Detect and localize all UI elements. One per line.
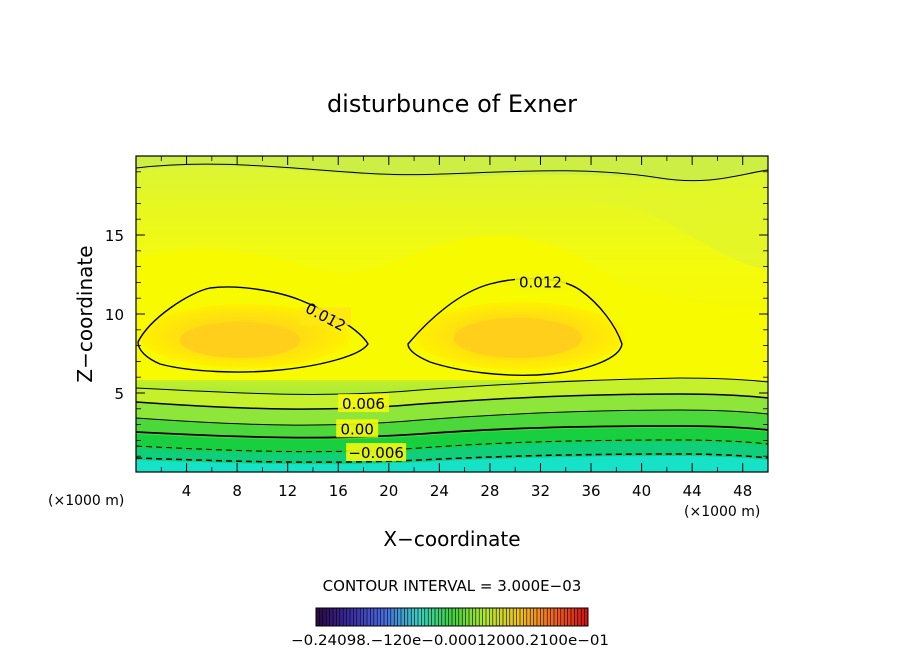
contour-label-bg [346, 443, 407, 462]
contour-label-bg [514, 272, 566, 291]
y-tick-label: 15 [105, 227, 124, 245]
x-tick-label: 32 [531, 482, 550, 500]
x-tick-label: 36 [581, 482, 600, 500]
contour-line-006 [136, 393, 768, 410]
contour-label-bg [300, 307, 352, 326]
chart-title: disturbunce of Exner [327, 90, 577, 118]
y-tick-label: 10 [105, 306, 124, 324]
x-unit-left: (×1000 m) [48, 493, 124, 509]
max-core-left [180, 322, 300, 358]
max-core-right [454, 318, 582, 358]
top-band [136, 156, 768, 182]
x-tick-label: 4 [182, 482, 192, 500]
colorbar-ticks [315, 608, 589, 626]
contour-label-bg [338, 394, 390, 413]
x-tick-label: 20 [379, 482, 398, 500]
contour-interval-label: CONTOUR INTERVAL = 3.000E−03 [323, 577, 582, 595]
y-axis-ticks: 5 10 15 [105, 171, 768, 457]
contour-label: −0.006 [348, 444, 404, 462]
band-lower-6 [136, 456, 768, 472]
x-tick-label: 40 [632, 482, 651, 500]
y-axis-label: Z−coordinate [73, 245, 97, 382]
x-tick-label: 8 [232, 482, 242, 500]
x-tick-label: 16 [329, 482, 348, 500]
x-tick-label: 44 [683, 482, 702, 500]
contour-line-m003 [136, 439, 768, 453]
x-unit-right: (×1000 m) [684, 504, 760, 520]
contour-lines [136, 163, 768, 463]
contour-label: 0.006 [342, 395, 385, 413]
contour-label-bg [336, 419, 379, 438]
contour-label: 0.00 [340, 420, 373, 438]
contour-line-000 [136, 425, 768, 439]
contour-label: 0.012 [519, 273, 562, 291]
colorbar: −0.24098.−120e−0.00012000.2100e−01 [291, 607, 609, 649]
x-axis-ticks: 4 8 12 16 20 24 28 32 36 40 44 48 [160, 156, 752, 500]
y-tick-label: 5 [114, 385, 124, 403]
colorbar-labels: −0.24098.−120e−0.00012000.2100e−01 [291, 633, 609, 649]
x-tick-label: 24 [430, 482, 449, 500]
contour-line-m006 [136, 453, 768, 463]
x-axis-label: X−coordinate [383, 527, 520, 551]
contour-line-012-left [137, 286, 369, 373]
contour-line-top [136, 163, 768, 182]
contour-line-006a [136, 377, 768, 395]
x-tick-label: 12 [278, 482, 297, 500]
x-tick-label: 48 [733, 482, 752, 500]
x-tick-label: 28 [480, 482, 499, 500]
contour-line-003 [136, 409, 768, 426]
contour-line-012-right [407, 277, 623, 376]
